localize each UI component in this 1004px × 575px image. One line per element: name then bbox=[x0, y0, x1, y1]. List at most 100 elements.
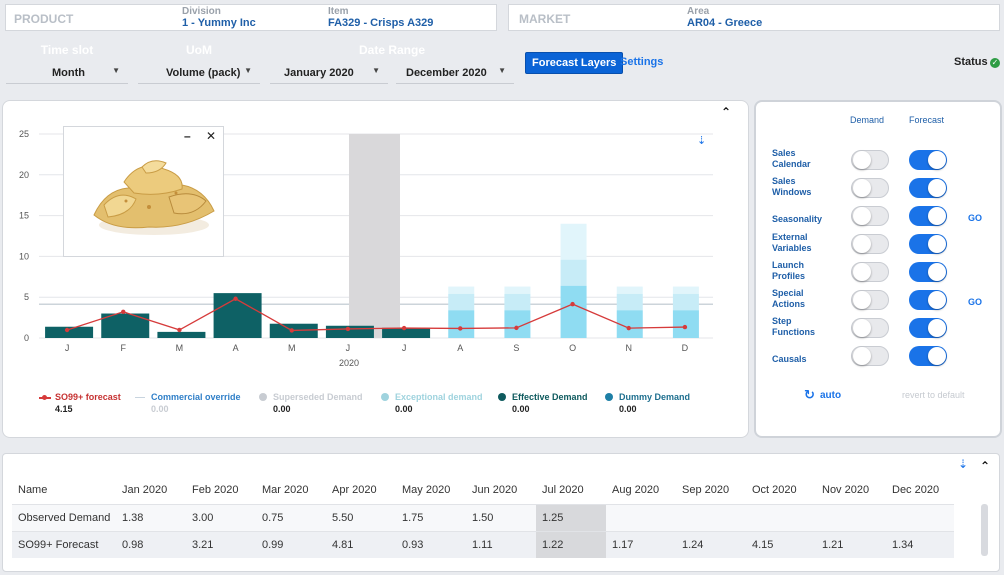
toggle-knob bbox=[853, 263, 871, 281]
column-header[interactable]: Apr 2020 bbox=[332, 484, 377, 497]
column-header[interactable]: Jul 2020 bbox=[542, 484, 584, 497]
product-panel[interactable]: PRODUCT Division 1 - Yummy Inc Item FA32… bbox=[5, 4, 497, 31]
so99-forecast-point bbox=[682, 324, 688, 330]
column-header[interactable]: May 2020 bbox=[402, 484, 451, 497]
legend-marker-icon bbox=[39, 395, 51, 400]
forecast-toggle[interactable] bbox=[909, 346, 947, 366]
collapse-chart-icon[interactable]: ⌃ bbox=[721, 105, 732, 119]
item-value[interactable]: FA329 - Crisps A329 bbox=[328, 17, 434, 29]
go-button[interactable]: GO bbox=[968, 213, 983, 223]
demand-toggle[interactable] bbox=[851, 262, 889, 282]
value-cell[interactable] bbox=[886, 503, 954, 531]
toggle-knob bbox=[928, 263, 946, 281]
go-button[interactable]: GO bbox=[968, 297, 983, 307]
value-cell[interactable]: 1.24 bbox=[676, 530, 746, 558]
forecast-toggle[interactable] bbox=[909, 206, 947, 226]
value-cell[interactable]: 0.93 bbox=[396, 530, 466, 558]
legend-value: 4.15 bbox=[55, 404, 73, 414]
check-icon: ✓ bbox=[990, 58, 1000, 68]
area-value[interactable]: AR04 - Greece bbox=[687, 17, 763, 29]
value-cell[interactable]: 1.50 bbox=[466, 503, 536, 531]
download-icon[interactable]: ⇣ bbox=[697, 134, 706, 147]
column-header[interactable]: Aug 2020 bbox=[612, 484, 660, 497]
column-header[interactable]: Jan 2020 bbox=[122, 484, 168, 497]
legend-name: Commercial override bbox=[151, 392, 241, 402]
table-row[interactable]: Observed Demand 1.38 3.00 0.75 5.50 1.75 1.50 1… bbox=[12, 503, 954, 531]
value-cell[interactable]: 1.21 bbox=[816, 530, 886, 558]
collapse-table-icon[interactable]: ⌃ bbox=[980, 459, 991, 473]
column-header[interactable]: Name bbox=[18, 484, 48, 497]
column-header[interactable]: Nov 2020 bbox=[822, 484, 870, 497]
value-cell[interactable] bbox=[746, 503, 816, 531]
refresh-icon[interactable]: ↻ bbox=[804, 387, 815, 402]
column-header[interactable]: Oct 2020 bbox=[752, 484, 797, 497]
column-header[interactable]: Mar 2020 bbox=[262, 484, 309, 497]
demand-toggle[interactable] bbox=[851, 234, 889, 254]
demand-toggle[interactable] bbox=[851, 290, 889, 310]
download-icon[interactable]: ⇣ bbox=[958, 457, 969, 471]
value-cell[interactable]: 1.11 bbox=[466, 530, 536, 558]
uom-dropdown[interactable]: Volume (pack) ▼ bbox=[138, 62, 260, 84]
table-row[interactable]: SO99+ Forecast 0.98 3.21 0.99 4.81 0.93 1.11 1.… bbox=[12, 530, 954, 558]
demand-toggle[interactable] bbox=[851, 318, 889, 338]
column-header[interactable]: Sep 2020 bbox=[682, 484, 730, 497]
time-slot-dropdown[interactable]: Month ▼ bbox=[6, 62, 128, 84]
settings-link[interactable]: Settings bbox=[620, 56, 664, 68]
legend-marker-icon bbox=[498, 393, 506, 401]
legend-marker-icon bbox=[259, 393, 267, 401]
auto-button[interactable]: auto bbox=[820, 390, 842, 401]
demand-toggle[interactable] bbox=[851, 178, 889, 198]
value-cell[interactable]: 1.22 bbox=[536, 530, 606, 558]
demand-toggle[interactable] bbox=[851, 346, 889, 366]
toggle-knob bbox=[853, 151, 871, 169]
y-tick-label: 0 bbox=[24, 333, 29, 343]
forecast-toggle[interactable] bbox=[909, 234, 947, 254]
value-cell[interactable]: 4.81 bbox=[326, 530, 396, 558]
value-cell[interactable]: 4.15 bbox=[746, 530, 816, 558]
value-cell[interactable] bbox=[816, 503, 886, 531]
column-header[interactable]: Feb 2020 bbox=[192, 484, 239, 497]
value-cell[interactable]: 1.34 bbox=[886, 530, 954, 558]
x-tick-label: J bbox=[65, 343, 70, 353]
toggle-knob bbox=[928, 319, 946, 337]
date-from-dropdown[interactable]: January 2020 ▼ bbox=[270, 62, 388, 84]
value-cell[interactable] bbox=[676, 503, 746, 531]
date-to-dropdown[interactable]: December 2020 ▼ bbox=[396, 62, 514, 84]
y-tick-label: 10 bbox=[19, 251, 29, 261]
demand-toggle[interactable] bbox=[851, 206, 889, 226]
row-name-cell[interactable]: SO99+ Forecast bbox=[12, 530, 116, 558]
value-cell[interactable]: 1.75 bbox=[396, 503, 466, 531]
forecast-toggle[interactable] bbox=[909, 178, 947, 198]
data-table: Name Jan 2020 Feb 2020 Mar 2020 Apr 2020 May … bbox=[12, 477, 954, 558]
forecast-band-lower bbox=[672, 310, 699, 338]
value-cell[interactable]: 1.17 bbox=[606, 530, 676, 558]
x-tick-label: S bbox=[513, 343, 519, 353]
value-cell[interactable] bbox=[606, 503, 676, 531]
value-cell[interactable]: 5.50 bbox=[326, 503, 396, 531]
forecast-toggle[interactable] bbox=[909, 318, 947, 338]
value-cell[interactable]: 1.25 bbox=[536, 503, 606, 531]
value-cell[interactable]: 1.38 bbox=[116, 503, 186, 531]
forecast-toggle[interactable] bbox=[909, 150, 947, 170]
value-cell[interactable]: 0.98 bbox=[116, 530, 186, 558]
forecast-toggle[interactable] bbox=[909, 262, 947, 282]
division-value[interactable]: 1 - Yummy Inc bbox=[182, 17, 256, 29]
value-cell[interactable]: 3.21 bbox=[186, 530, 256, 558]
effective-demand-bar bbox=[157, 331, 206, 338]
market-panel[interactable]: MARKET Area AR04 - Greece bbox=[508, 4, 1000, 31]
demand-toggle[interactable] bbox=[851, 150, 889, 170]
forecast-layers-button[interactable]: Forecast Layers bbox=[525, 52, 624, 74]
value-cell[interactable]: 0.75 bbox=[256, 503, 326, 531]
row-name-cell[interactable]: Observed Demand bbox=[12, 503, 116, 531]
minimize-icon[interactable]: – bbox=[184, 129, 191, 143]
column-header[interactable]: Dec 2020 bbox=[892, 484, 940, 497]
column-header[interactable]: Jun 2020 bbox=[472, 484, 518, 497]
so99-forecast-point bbox=[233, 296, 238, 301]
table-scrollbar[interactable] bbox=[981, 504, 988, 556]
close-icon[interactable]: ✕ bbox=[206, 129, 217, 143]
forecast-band-upper bbox=[560, 223, 587, 260]
revert-to-default-link[interactable]: revert to default bbox=[902, 390, 965, 400]
value-cell[interactable]: 3.00 bbox=[186, 503, 256, 531]
forecast-toggle[interactable] bbox=[909, 290, 947, 310]
value-cell[interactable]: 0.99 bbox=[256, 530, 326, 558]
